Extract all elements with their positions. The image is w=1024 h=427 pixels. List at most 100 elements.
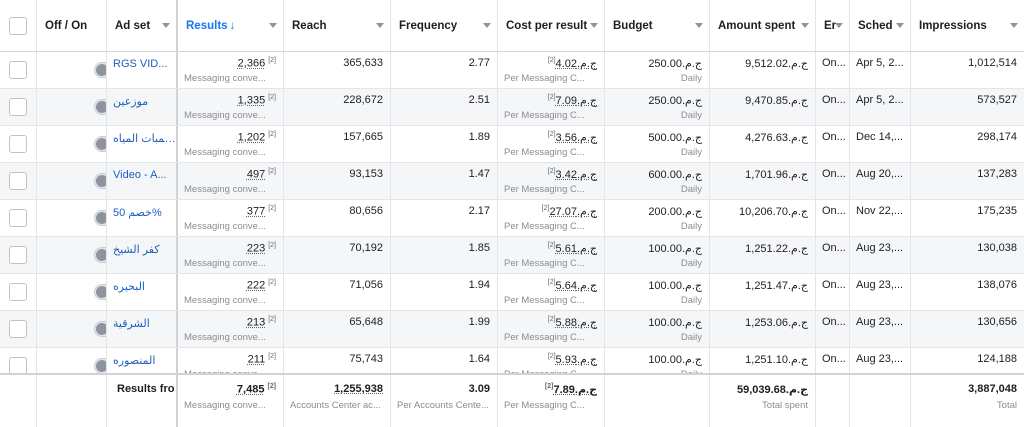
footnote-marker[interactable]: [2] (268, 316, 276, 323)
row-checkbox[interactable] (9, 172, 27, 190)
footnote-marker[interactable]: [2] (544, 383, 554, 391)
header-toggle[interactable]: Off / On (37, 0, 107, 51)
budget-cell[interactable]: ج.م.100.00 Daily (605, 311, 710, 347)
on-off-toggle[interactable] (94, 210, 106, 226)
row-checkbox[interactable] (9, 283, 27, 301)
header-budget[interactable]: Budget (605, 0, 710, 51)
on-off-toggle[interactable] (94, 136, 106, 152)
header-frequency[interactable]: Frequency (391, 0, 498, 51)
header-adset[interactable]: Ad set (107, 0, 178, 51)
adset-name-link[interactable]: كفر الشيخ (113, 244, 160, 256)
ends-value: On... (822, 353, 846, 365)
on-off-toggle[interactable] (94, 99, 106, 115)
adset-name-link[interactable]: الشرقية (113, 318, 150, 330)
on-off-toggle[interactable] (94, 173, 106, 189)
header-cost-per-result[interactable]: Cost per result (498, 0, 605, 51)
on-off-toggle[interactable] (94, 62, 106, 78)
on-off-toggle[interactable] (94, 284, 106, 300)
results-number[interactable]: 223 (246, 242, 266, 255)
chevron-down-icon[interactable] (1010, 23, 1018, 28)
header-amount-spent[interactable]: Amount spent (710, 0, 816, 51)
results-number[interactable]: 213 (246, 316, 266, 329)
footnote-marker[interactable]: [2] (268, 131, 276, 138)
summary-cpr-number[interactable]: ج.م.7.89 (553, 384, 597, 396)
budget-cell[interactable]: ج.م.500.00 Daily (605, 126, 710, 162)
cpr-number[interactable]: ج.م.5.64 (555, 280, 597, 292)
budget-cell[interactable]: ج.م.250.00 Daily (605, 89, 710, 125)
budget-cell[interactable]: ج.م.100.00 Daily (605, 237, 710, 273)
footnote-marker[interactable]: [2] (268, 353, 276, 360)
spent-value: ج.م.1,251.22 (745, 243, 808, 255)
chevron-down-icon[interactable] (162, 23, 170, 28)
chevron-down-icon[interactable] (695, 23, 703, 28)
footnote-marker[interactable]: [2] (547, 94, 556, 102)
footnote-marker[interactable]: [2] (547, 168, 556, 176)
chevron-down-icon[interactable] (835, 23, 843, 28)
header-impressions[interactable]: Impressions (911, 0, 1024, 51)
chevron-down-icon[interactable] (801, 23, 809, 28)
row-checkbox[interactable] (9, 135, 27, 153)
cpr-number[interactable]: ج.م.3.56 (555, 132, 597, 144)
results-number[interactable]: 222 (246, 279, 266, 292)
footnote-marker[interactable]: [2] (547, 131, 556, 139)
adset-name-link[interactable]: المنصوره (113, 355, 156, 367)
chevron-down-icon[interactable] (590, 23, 598, 28)
results-number[interactable]: 1,335 (237, 94, 266, 107)
cpr-number[interactable]: ج.م.3.42 (555, 169, 597, 181)
cpr-number[interactable]: ج.م.5.61 (555, 243, 597, 255)
results-number[interactable]: 2,366 (237, 57, 266, 70)
footnote-marker[interactable]: [2] (268, 57, 276, 64)
footnote-marker[interactable]: [2] (268, 279, 276, 286)
cpr-number[interactable]: ج.م.4.02 (555, 58, 597, 70)
cpr-number[interactable]: ج.م.7.09 (555, 95, 597, 107)
results-number[interactable]: 1,202 (237, 131, 266, 144)
budget-cell[interactable]: ج.م.200.00 Daily (605, 200, 710, 236)
row-checkbox[interactable] (9, 209, 27, 227)
footnote-marker[interactable]: [2] (547, 316, 556, 324)
chevron-down-icon[interactable] (269, 23, 277, 28)
chevron-down-icon[interactable] (376, 23, 384, 28)
adset-name-link[interactable]: طولمبات المياه (113, 133, 176, 145)
select-all-checkbox[interactable] (9, 16, 27, 35)
cpr-number[interactable]: ج.م.5.93 (555, 354, 597, 366)
adset-name-link[interactable]: خصم 50% (113, 207, 162, 219)
summary-reach-value[interactable]: 1,255,938 (334, 383, 383, 395)
adset-name-link[interactable]: Video - A... (113, 169, 167, 181)
header-schedule[interactable]: Sched (850, 0, 911, 51)
header-reach[interactable]: Reach (284, 0, 391, 51)
on-off-toggle[interactable] (94, 321, 106, 337)
row-checkbox[interactable] (9, 98, 27, 116)
summary-results-number[interactable]: 7,485 (236, 383, 265, 396)
chevron-down-icon[interactable] (896, 23, 904, 28)
footnote-marker[interactable]: [2] (268, 205, 276, 212)
on-off-toggle[interactable] (94, 247, 106, 263)
results-number[interactable]: 377 (246, 205, 266, 218)
footnote-marker[interactable]: [2] (547, 57, 556, 65)
chevron-down-icon[interactable] (483, 23, 491, 28)
footnote-marker[interactable]: [2] (268, 242, 276, 249)
results-number[interactable]: 497 (246, 168, 266, 181)
cpr-number[interactable]: ج.م.5.88 (555, 317, 597, 329)
row-select-cell (0, 163, 37, 199)
row-checkbox[interactable] (9, 61, 27, 79)
footnote-marker[interactable]: [2] (268, 168, 276, 175)
header-ends[interactable]: Er (816, 0, 850, 51)
adset-name-link[interactable]: البحيره (113, 281, 145, 293)
adset-name-link[interactable]: RGS VID... (113, 58, 168, 70)
cpr-number[interactable]: ج.م.27.07 (549, 206, 597, 218)
budget-cell[interactable]: ج.م.250.00 Daily (605, 52, 710, 88)
on-off-toggle[interactable] (94, 358, 106, 374)
header-results[interactable]: Results ↓ (178, 0, 284, 51)
row-checkbox[interactable] (9, 246, 27, 264)
adset-name-link[interactable]: موزعين (113, 96, 149, 108)
footnote-marker[interactable]: [2] (267, 383, 276, 390)
footnote-marker[interactable]: [2] (541, 205, 550, 213)
results-number[interactable]: 211 (247, 353, 266, 366)
row-checkbox[interactable] (9, 320, 27, 338)
footnote-marker[interactable]: [2] (547, 242, 556, 250)
budget-cell[interactable]: ج.م.600.00 Daily (605, 163, 710, 199)
footnote-marker[interactable]: [2] (547, 353, 556, 361)
footnote-marker[interactable]: [2] (547, 279, 556, 287)
budget-cell[interactable]: ج.م.100.00 Daily (605, 274, 710, 310)
footnote-marker[interactable]: [2] (268, 94, 276, 101)
